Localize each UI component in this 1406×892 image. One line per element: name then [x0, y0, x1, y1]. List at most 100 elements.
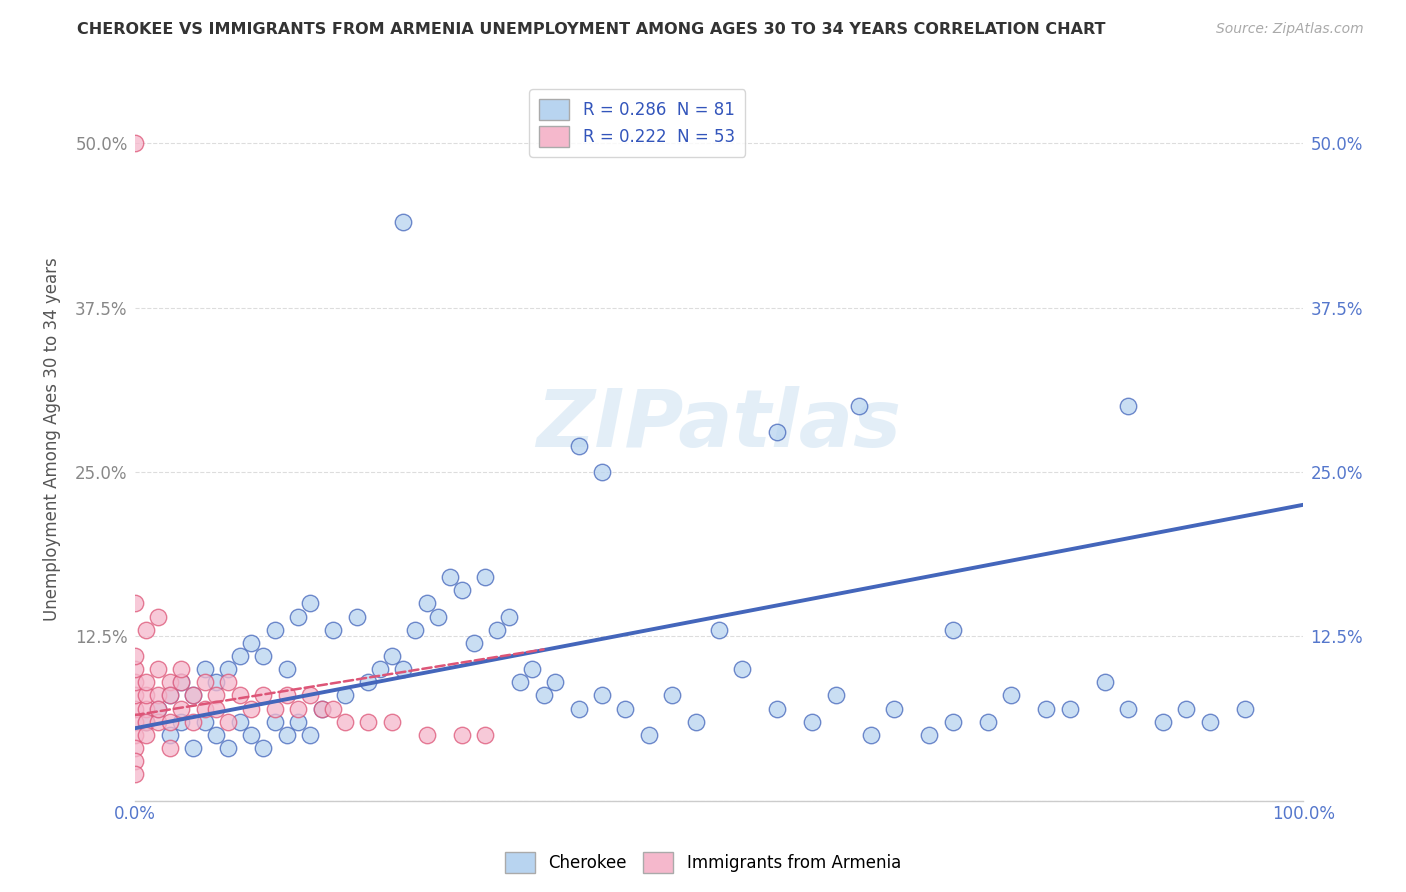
Point	[146, 609, 169, 624]
Point	[181, 689, 204, 703]
Point	[533, 689, 555, 703]
Point	[311, 701, 333, 715]
Point	[474, 728, 496, 742]
Point	[520, 662, 543, 676]
Point	[170, 701, 193, 715]
Point	[146, 701, 169, 715]
Point	[322, 623, 344, 637]
Point	[159, 675, 181, 690]
Point	[146, 662, 169, 676]
Point	[170, 662, 193, 676]
Point	[801, 714, 824, 729]
Point	[194, 675, 217, 690]
Point	[416, 596, 439, 610]
Point	[124, 675, 146, 690]
Text: Source: ZipAtlas.com: Source: ZipAtlas.com	[1216, 22, 1364, 37]
Point	[766, 701, 789, 715]
Y-axis label: Unemployment Among Ages 30 to 34 years: Unemployment Among Ages 30 to 34 years	[44, 257, 60, 621]
Point	[217, 662, 239, 676]
Point	[368, 662, 391, 676]
Point	[205, 675, 228, 690]
Point	[381, 648, 404, 663]
Point	[135, 714, 157, 729]
Legend: Cherokee, Immigrants from Armenia: Cherokee, Immigrants from Armenia	[498, 846, 908, 880]
Point	[392, 215, 415, 229]
Point	[568, 439, 591, 453]
Point	[942, 623, 965, 637]
Point	[298, 596, 321, 610]
Point	[707, 623, 730, 637]
Point	[124, 648, 146, 663]
Point	[170, 675, 193, 690]
Point	[181, 714, 204, 729]
Point	[276, 662, 298, 676]
Point	[159, 714, 181, 729]
Point	[1116, 399, 1139, 413]
Point	[124, 596, 146, 610]
Point	[942, 714, 965, 729]
Point	[217, 675, 239, 690]
Point	[824, 689, 846, 703]
Point	[1116, 701, 1139, 715]
Point	[240, 701, 263, 715]
Point	[276, 728, 298, 742]
Point	[170, 675, 193, 690]
Text: CHEROKEE VS IMMIGRANTS FROM ARMENIA UNEMPLOYMENT AMONG AGES 30 TO 34 YEARS CORRE: CHEROKEE VS IMMIGRANTS FROM ARMENIA UNEM…	[77, 22, 1107, 37]
Point	[883, 701, 905, 715]
Point	[333, 714, 356, 729]
Point	[661, 689, 683, 703]
Point	[205, 689, 228, 703]
Point	[357, 714, 380, 729]
Point	[509, 675, 531, 690]
Point	[381, 714, 404, 729]
Point	[135, 675, 157, 690]
Point	[159, 728, 181, 742]
Point	[1198, 714, 1220, 729]
Point	[124, 714, 146, 729]
Point	[159, 741, 181, 756]
Point	[637, 728, 659, 742]
Point	[333, 689, 356, 703]
Point	[450, 728, 472, 742]
Point	[463, 636, 485, 650]
Point	[404, 623, 426, 637]
Point	[124, 689, 146, 703]
Point	[135, 689, 157, 703]
Point	[124, 741, 146, 756]
Point	[977, 714, 1000, 729]
Point	[346, 609, 368, 624]
Point	[591, 689, 613, 703]
Point	[124, 701, 146, 715]
Point	[298, 728, 321, 742]
Point	[427, 609, 450, 624]
Point	[205, 701, 228, 715]
Point	[194, 701, 217, 715]
Point	[766, 425, 789, 440]
Point	[229, 714, 252, 729]
Point	[1035, 701, 1057, 715]
Point	[485, 623, 508, 637]
Point	[252, 741, 274, 756]
Point	[276, 689, 298, 703]
Point	[135, 623, 157, 637]
Point	[135, 728, 157, 742]
Point	[194, 714, 217, 729]
Point	[252, 689, 274, 703]
Point	[591, 465, 613, 479]
Point	[498, 609, 520, 624]
Point	[685, 714, 707, 729]
Point	[146, 701, 169, 715]
Point	[217, 741, 239, 756]
Point	[848, 399, 870, 413]
Point	[217, 714, 239, 729]
Point	[170, 714, 193, 729]
Point	[1094, 675, 1116, 690]
Point	[450, 583, 472, 598]
Point	[159, 689, 181, 703]
Point	[1175, 701, 1198, 715]
Point	[544, 675, 567, 690]
Point	[181, 741, 204, 756]
Point	[229, 648, 252, 663]
Point	[240, 728, 263, 742]
Point	[568, 701, 591, 715]
